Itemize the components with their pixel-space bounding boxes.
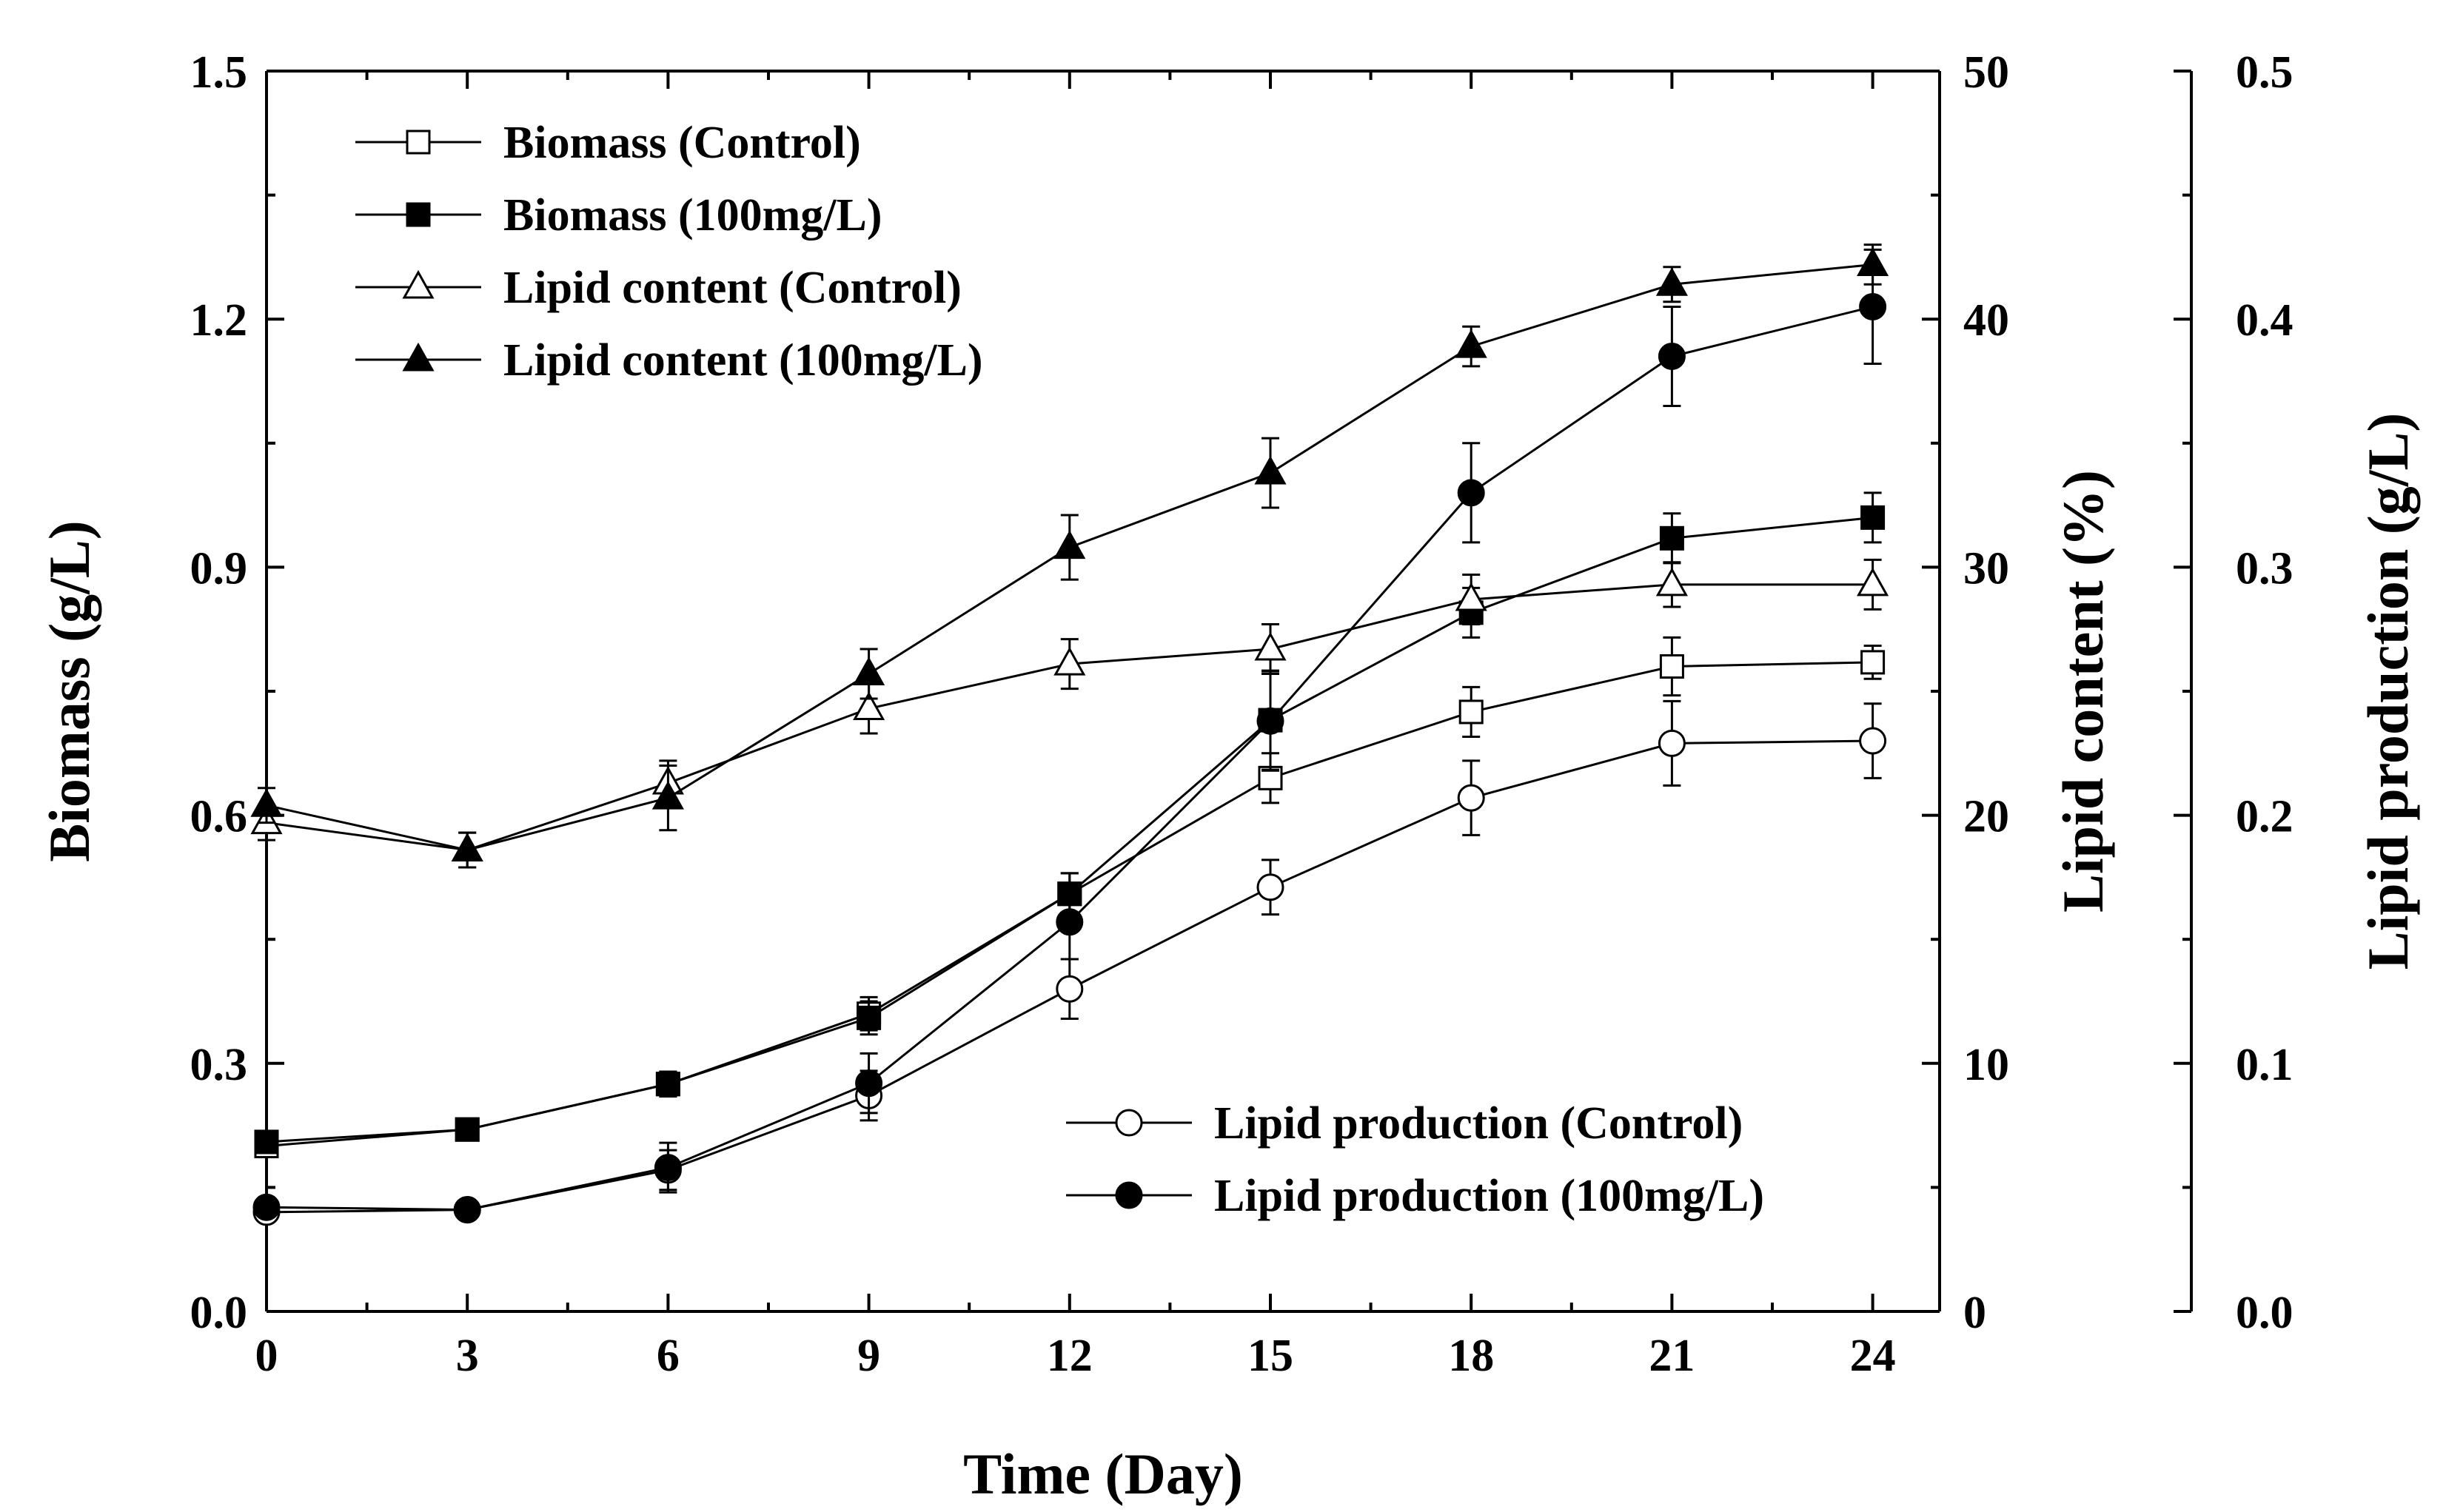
x-tick-label: 24 [1850, 1331, 1896, 1381]
data-point [1655, 267, 1688, 296]
data-point [1658, 729, 1686, 757]
data-point [455, 1117, 480, 1142]
y-tick-label-lipid_production: 0.2 [2236, 792, 2293, 842]
series-lipid-production-100mg-l [252, 248, 1887, 1224]
legend-label: Lipid content (100mg/L) [503, 335, 983, 386]
legend-entry-lipid-production-100mg-l: Lipid production (100mg/L) [1066, 1171, 1764, 1221]
data-point [651, 781, 684, 810]
y-tick-label-lipid_production: 0.0 [2236, 1288, 2293, 1338]
data-point [1659, 525, 1684, 551]
data-point [857, 1005, 882, 1030]
data-point [1056, 975, 1084, 1003]
data-point [1254, 455, 1287, 485]
data-point [1457, 784, 1485, 812]
legend-entry-biomass-100mg-l: Biomass (100mg/L) [355, 190, 882, 241]
y-axis-title-biomass: Biomass (g/L) [37, 520, 101, 862]
data-point [453, 1196, 481, 1224]
legend-label: Lipid content (Control) [503, 263, 962, 313]
x-axis-title: Time (Day) [963, 1442, 1243, 1506]
legend-label: Biomass (100mg/L) [503, 190, 882, 241]
data-point [1860, 650, 1886, 675]
data-point [853, 691, 885, 720]
y-axis-title-lipid_content: Lipid content (%) [2051, 470, 2115, 913]
y-tick-label-lipid_production: 0.3 [2236, 543, 2293, 594]
x-tick-label: 3 [456, 1331, 479, 1381]
legend-label: Biomass (Control) [503, 118, 861, 168]
y-tick-label-lipid_production: 0.5 [2236, 47, 2293, 98]
y-tick-label-lipid_content: 10 [1963, 1040, 2009, 1090]
data-point [1256, 873, 1284, 901]
legend-layer: Biomass (Control) Biomass (100mg/L) Lipid … [355, 118, 1764, 1221]
legend-entry-biomass-control: Biomass (Control) [355, 118, 861, 168]
y-tick-label-biomass: 0.3 [190, 1040, 248, 1090]
x-tick-label: 21 [1649, 1331, 1695, 1381]
data-point [655, 1072, 680, 1097]
y-tick-label-lipid_production: 0.1 [2236, 1040, 2293, 1090]
legend-marker [402, 342, 435, 372]
legend-marker [1115, 1109, 1143, 1137]
data-point [853, 656, 885, 686]
data-point [1658, 342, 1686, 370]
data-point [1256, 707, 1284, 735]
legend-marker [406, 130, 431, 155]
y-tick-label-lipid_production: 0.4 [2236, 295, 2293, 346]
y-axis-title-lipid_production: Lipid production (g/L) [2356, 413, 2420, 970]
data-point [1860, 505, 1886, 530]
data-point [654, 1154, 682, 1182]
y-tick-label-lipid_content: 30 [1963, 543, 2009, 594]
y-tick-label-biomass: 0.0 [190, 1288, 248, 1338]
data-point [1457, 479, 1485, 507]
y-tick-label-biomass: 1.5 [190, 47, 248, 98]
x-tick-label: 9 [857, 1331, 880, 1381]
data-point [254, 1129, 279, 1155]
data-point [1857, 567, 1889, 597]
legend-marker [406, 202, 431, 227]
y-tick-label-lipid_content: 40 [1963, 295, 2009, 346]
legend-label: Lipid production (100mg/L) [1214, 1171, 1764, 1221]
data-point [250, 788, 283, 817]
series-lipid-content-100mg-l [250, 243, 1889, 869]
legend-entry-lipid-content-100mg-l: Lipid content (100mg/L) [355, 335, 983, 386]
y-tick-label-lipid_content: 0 [1963, 1288, 1986, 1338]
data-point [1053, 647, 1086, 676]
data-point [1659, 653, 1684, 679]
y-tick-label-biomass: 0.9 [190, 543, 248, 594]
x-tick-label: 15 [1247, 1331, 1293, 1381]
x-tick-label: 12 [1047, 1331, 1093, 1381]
y-tick-label-lipid_content: 50 [1963, 47, 2009, 98]
x-tick-label: 18 [1448, 1331, 1494, 1381]
data-point [1254, 631, 1287, 661]
data-point [1859, 727, 1887, 755]
legend-entry-lipid-production-control: Lipid production (Control) [1066, 1098, 1743, 1149]
y-tick-label-biomass: 0.6 [190, 792, 248, 842]
y-tick-label-biomass: 1.2 [190, 295, 248, 346]
data-point [1655, 567, 1688, 597]
data-point [1455, 582, 1487, 611]
x-tick-label: 0 [255, 1331, 278, 1381]
data-point [252, 1193, 281, 1221]
data-point [451, 833, 483, 862]
data-point [1455, 329, 1487, 358]
series-layer [250, 243, 1889, 1226]
data-point [855, 1069, 883, 1098]
legend-label: Lipid production (Control) [1214, 1098, 1743, 1149]
legend-marker [402, 269, 435, 299]
legend-entry-lipid-content-control: Lipid content (Control) [355, 263, 962, 313]
x-tick-label: 6 [657, 1331, 680, 1381]
data-point [1056, 908, 1084, 936]
axes-layer: 0 3 6 9 12 15 18 21 24 Time (Day) 0.0 0.3 0.6 0.9 1.2 1… [37, 47, 2420, 1506]
data-point [1053, 530, 1086, 560]
data-point [1458, 699, 1484, 725]
legend-marker [1115, 1181, 1143, 1209]
data-point [1859, 292, 1887, 320]
y-tick-label-lipid_content: 20 [1963, 792, 2009, 842]
